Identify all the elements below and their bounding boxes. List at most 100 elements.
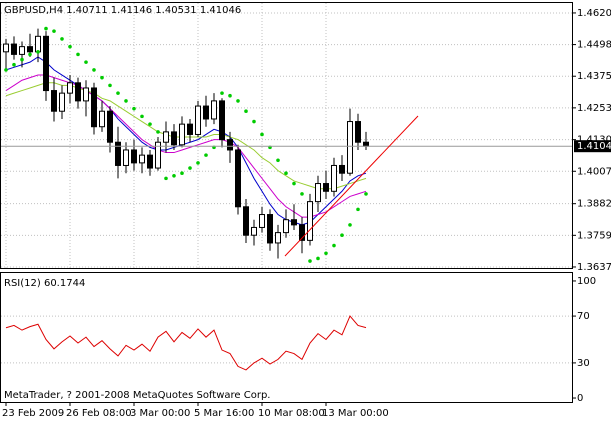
x-tick-label: 3 Mar 00:00 (130, 408, 190, 419)
candle-body (203, 105, 209, 120)
y-tick-label: 0 (577, 393, 583, 404)
sar-dot (100, 75, 104, 80)
y-tick-label: 1.41300 (577, 135, 611, 146)
candle-body (67, 82, 73, 94)
sar-dot (12, 62, 16, 67)
sar-dot (220, 91, 224, 95)
candle-body (219, 100, 225, 141)
sar-dot (84, 60, 88, 64)
rsi-title: RSI(12) 60.1744 (4, 278, 85, 289)
y-tick-label: 1.43755 (577, 71, 611, 82)
candle-body (251, 226, 257, 236)
sar-dot (172, 173, 176, 178)
candle-body (19, 46, 25, 55)
candle-body (35, 35, 41, 53)
candle-body (27, 46, 33, 53)
main-panel (0, 2, 573, 269)
rsi-panel (0, 272, 573, 403)
candle-body (355, 121, 361, 143)
sar-dot (260, 132, 264, 137)
main-title: GBPUSD,H4 1.40711 1.41146 1.40531 1.4104… (4, 5, 241, 16)
sar-dot (148, 122, 152, 126)
sar-dot (52, 29, 56, 33)
sar-dot (124, 99, 128, 103)
candle-body (91, 87, 97, 128)
copyright: MetaTrader, ? 2001-2008 MetaQuotes Softw… (4, 390, 270, 401)
x-tick-label: 26 Feb 08:00 (66, 408, 132, 419)
y-tick-label: 30 (577, 358, 590, 369)
candle-body (291, 219, 297, 226)
candle-body (235, 149, 241, 208)
sar-dot (20, 57, 24, 62)
y-tick-label: 70 (577, 311, 590, 322)
candle-body (51, 90, 57, 112)
sar-dot (204, 153, 208, 157)
sar-dot (36, 50, 40, 54)
candle-body (187, 123, 193, 135)
candle-body (75, 82, 81, 102)
sar-dot (60, 37, 64, 41)
sar-dot (364, 192, 368, 196)
y-tick-label: 1.36370 (577, 262, 611, 273)
sar-dot (68, 44, 72, 49)
y-tick-label: 1.46205 (577, 8, 611, 19)
candle-body (267, 214, 273, 244)
candle-body (363, 141, 369, 147)
candle-body (107, 110, 113, 143)
candle-body (99, 110, 105, 128)
candle-body (299, 224, 305, 241)
last-price-label: 1.41046 (577, 141, 611, 152)
y-tick-label: 1.38820 (577, 199, 611, 210)
y-tick-label: 100 (577, 276, 596, 287)
sar-dot (116, 91, 120, 95)
sar-dot (316, 256, 320, 261)
candle-body (131, 149, 137, 164)
sar-dot (244, 109, 248, 114)
candle-body (43, 35, 49, 92)
candle-body (147, 154, 153, 169)
x-tick-label: 13 Mar 00:00 (322, 408, 389, 419)
moving-average (5, 56, 367, 226)
candle-body (275, 232, 281, 244)
sar-dot (252, 119, 256, 124)
sar-dot (180, 171, 184, 176)
trend-line (284, 115, 419, 257)
sar-dot (132, 106, 136, 111)
y-tick-label: 1.42530 (577, 103, 611, 114)
x-tick-label: 10 Mar 08:00 (258, 408, 325, 419)
candle-body (323, 183, 329, 192)
candle-body (243, 206, 249, 236)
sar-dot (340, 233, 344, 237)
candle-body (3, 43, 9, 53)
rsi-line (5, 315, 367, 371)
sar-dot (308, 259, 312, 263)
sar-dot (188, 166, 192, 170)
candle-body (339, 164, 345, 174)
sar-dot (76, 52, 80, 57)
moving-average (5, 74, 367, 218)
candle-body (163, 131, 169, 143)
candle-body (195, 105, 201, 135)
candle-body (227, 139, 233, 151)
candle-body (115, 141, 121, 166)
y-tick-label: 1.37595 (577, 230, 611, 241)
candle-body (83, 87, 89, 102)
sar-dot (92, 68, 96, 72)
sar-dot (4, 68, 8, 72)
sar-dot (300, 192, 304, 196)
y-tick-label: 1.44980 (577, 40, 611, 51)
candle-body (283, 219, 289, 234)
sar-dot (108, 83, 112, 88)
sar-dot (28, 52, 32, 57)
sar-dot (196, 161, 200, 165)
candle-body (139, 154, 145, 164)
candle-body (11, 43, 17, 55)
sar-dot (236, 99, 240, 103)
sar-dot (332, 243, 336, 248)
last-price-box (574, 140, 611, 153)
candle-body (331, 164, 337, 192)
sar-dot (292, 181, 296, 186)
candle-body (59, 92, 65, 112)
